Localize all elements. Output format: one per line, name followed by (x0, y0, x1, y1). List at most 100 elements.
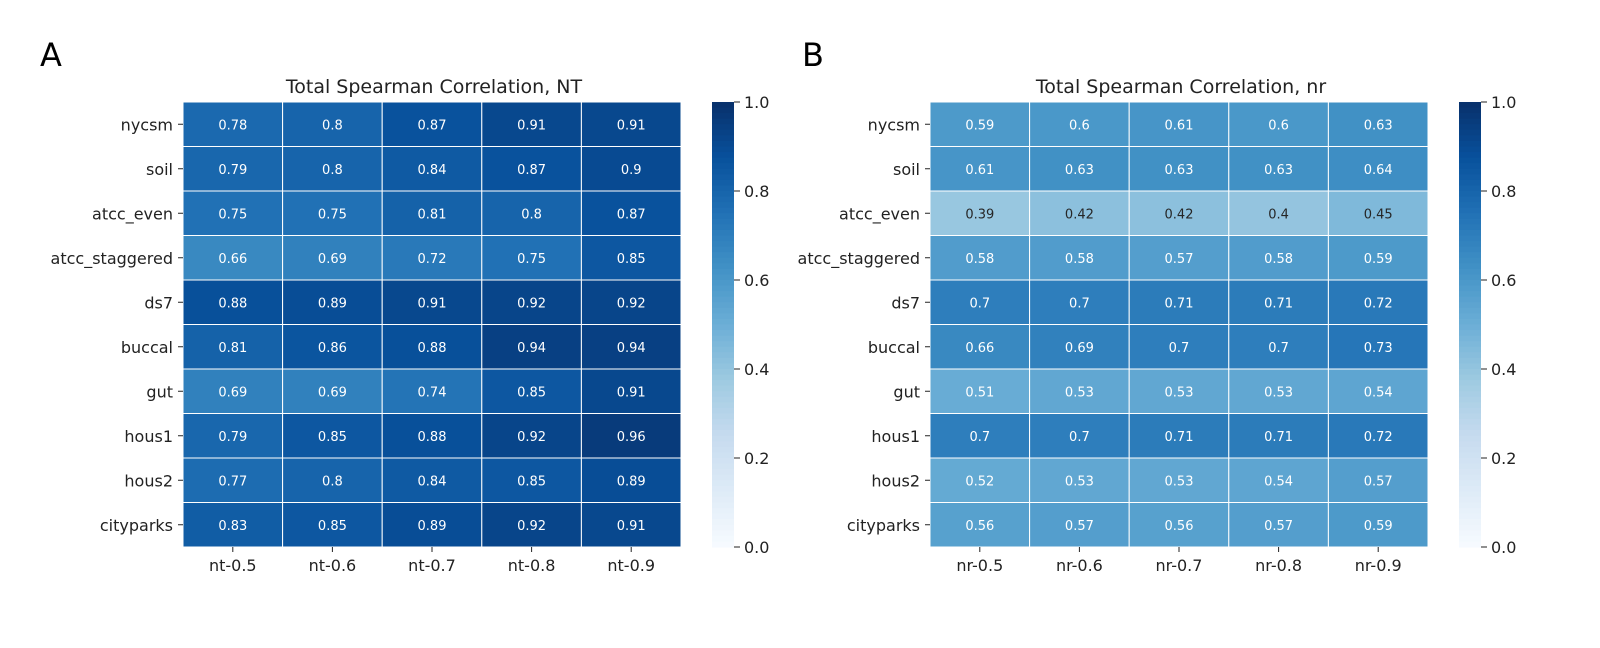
cell-value-label: 0.52 (965, 474, 994, 489)
heatmap-cell (1128, 368, 1230, 414)
cell-value-label: 0.85 (318, 519, 347, 534)
x-tick-label: nr-0.8 (1255, 556, 1302, 575)
colorbar-strip (712, 374, 734, 381)
colorbar-strip (1459, 268, 1481, 276)
colorbar-strip (1459, 357, 1481, 365)
cell-value-label: 0.7 (1069, 296, 1090, 311)
cell-value-label: 0.72 (418, 252, 447, 267)
heatmap-cell (381, 279, 483, 325)
heatmap-cell (1228, 235, 1329, 281)
colorbar-strip (712, 235, 734, 242)
cell-value-label: 0.9 (621, 163, 642, 178)
cell-value-label: 0.85 (517, 474, 546, 489)
cell-value-label: 0.63 (1364, 118, 1393, 133)
y-tick-label: hous2 (871, 471, 920, 490)
colorbar-tick-label: 1.0 (1491, 93, 1516, 112)
cell-value-label: 0.87 (517, 163, 546, 178)
cell-value-label: 0.81 (218, 341, 247, 356)
colorbar-strip (712, 491, 734, 498)
heatmap-cell (182, 279, 284, 325)
colorbar-strip (712, 524, 734, 531)
colorbar-strip (1459, 196, 1481, 203)
cell-value-label: 0.7 (1268, 341, 1289, 356)
colorbar-strip (1459, 140, 1481, 148)
colorbar-strip (1459, 291, 1481, 298)
colorbar-strip (1459, 102, 1481, 109)
cell-value-label: 0.88 (418, 430, 447, 445)
cell-value-label: 0.79 (218, 430, 247, 445)
cell-value-label: 0.59 (965, 118, 994, 133)
heatmap-cells-a: 0.78 0.8 0.87 0.91 0.91 0.79 0.8 0.84 0.87 0.9 0.7… (182, 101, 682, 548)
colorbar-strip (1459, 385, 1481, 392)
colorbar-strip (712, 402, 734, 409)
colorbar-strip (1459, 146, 1481, 153)
colorbar-strip (1459, 519, 1481, 526)
cell-value-label: 0.84 (418, 163, 447, 178)
cell-value-label: 0.79 (218, 163, 247, 178)
heatmap-cell (1327, 457, 1429, 503)
colorbar-strip (1459, 118, 1481, 125)
colorbar-strip (1459, 185, 1481, 192)
heatmap-cell (580, 146, 682, 192)
x-tick-label: nr-0.7 (1156, 556, 1203, 575)
colorbar-strip (1459, 369, 1481, 376)
colorbar-strip (712, 508, 734, 515)
colorbar-strip (1459, 313, 1481, 320)
colorbar-strip (1459, 302, 1481, 309)
heatmap-cell (381, 502, 483, 548)
colorbar-strip (712, 163, 734, 170)
colorbar-strip (712, 229, 734, 237)
colorbar-strip (1459, 424, 1481, 431)
colorbar-strip (1459, 213, 1481, 220)
colorbar-strip (712, 263, 734, 270)
colorbar-strip (712, 307, 734, 314)
heatmap-cell (282, 413, 383, 459)
cell-value-label: 0.59 (1364, 519, 1393, 534)
colorbar-tick-label: 0.8 (1491, 182, 1516, 201)
heatmap-cell (1228, 502, 1329, 548)
colorbar-strip (1459, 224, 1481, 231)
cell-value-label: 0.53 (1264, 385, 1293, 400)
colorbar-tick-label: 0.4 (1491, 360, 1516, 379)
colorbar-strip (712, 140, 734, 148)
y-tick-label: hous1 (124, 427, 173, 446)
cell-value-label: 0.87 (617, 207, 646, 222)
colorbar-strip (1459, 168, 1481, 175)
cell-value-label: 0.87 (418, 118, 447, 133)
colorbar-strip (1459, 346, 1481, 353)
heatmap-cell (1327, 502, 1429, 548)
heatmap-cell (182, 502, 284, 548)
colorbar-strip (712, 346, 734, 353)
heatmap-cell (580, 324, 682, 370)
heatmap-cell (929, 413, 1031, 459)
cell-value-label: 0.69 (318, 252, 347, 267)
heatmap-cell (929, 279, 1031, 325)
heatmap-cell (1228, 146, 1329, 192)
colorbar-tick-label: 0.0 (1491, 538, 1516, 557)
cell-value-label: 0.7 (969, 296, 990, 311)
cell-value-label: 0.88 (218, 296, 247, 311)
colorbar-strip (712, 280, 734, 287)
colorbar-strip (1459, 524, 1481, 531)
colorbar-strip (1459, 174, 1481, 181)
colorbar-strip (712, 102, 734, 109)
colorbar-strip (1459, 229, 1481, 237)
heatmap-cell (1228, 368, 1329, 414)
colorbar-strip (712, 241, 734, 248)
cell-value-label: 0.71 (1165, 430, 1194, 445)
colorbar-strip (1459, 235, 1481, 242)
colorbar-tick-label: 0.6 (1491, 271, 1516, 290)
colorbar-strip (1459, 307, 1481, 314)
cell-value-label: 0.64 (1364, 163, 1393, 178)
colorbar-strip (712, 330, 734, 337)
heatmap-cell (1228, 101, 1329, 147)
heatmap-cell (381, 457, 483, 503)
colorbar-strip (1459, 513, 1481, 520)
colorbar-strip (712, 257, 734, 264)
heatmap-cell (1128, 457, 1230, 503)
heatmap-cell (1128, 413, 1230, 459)
cell-value-label: 0.69 (1065, 341, 1094, 356)
colorbar-strip (712, 446, 734, 454)
colorbar-strip (1459, 246, 1481, 253)
